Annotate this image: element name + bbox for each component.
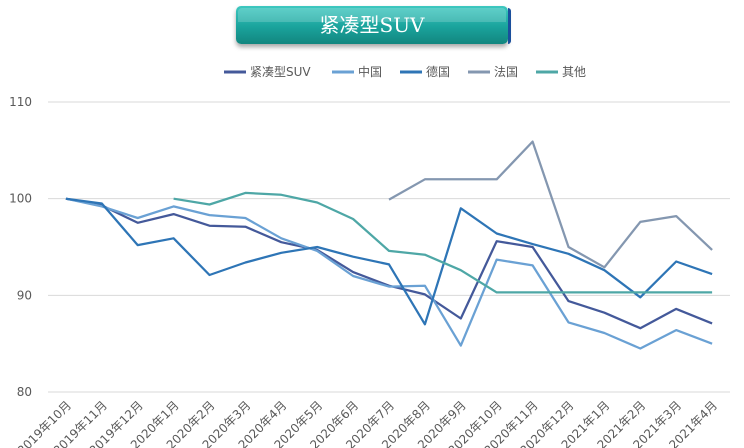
legend-item: 法国 [468, 65, 518, 79]
legend-item: 其他 [536, 65, 586, 79]
x-axis-ticks: 2019年10月2019年11月2019年12月2020年1月2020年2月20… [15, 398, 720, 448]
y-tick-label: 80 [17, 385, 32, 399]
series-line-1 [65, 197, 713, 350]
y-tick-label: 90 [17, 288, 32, 302]
legend-label: 中国 [358, 64, 382, 79]
series-line-2 [65, 197, 713, 326]
y-tick-label: 100 [9, 192, 32, 206]
chart-title: 紧凑型SUV [236, 6, 511, 44]
y-tick-label: 110 [9, 95, 32, 109]
series-lines [65, 140, 713, 350]
series-line-4 [173, 191, 713, 294]
legend-label: 其他 [562, 65, 586, 79]
series-line-3 [388, 140, 713, 269]
legend-label: 德国 [426, 64, 450, 79]
legend-item: 紧凑型SUV [224, 65, 311, 79]
gridlines [48, 101, 730, 393]
legend-label: 紧凑型SUV [250, 65, 311, 79]
legend-item: 德国 [400, 64, 450, 79]
legend-label: 法国 [494, 65, 518, 79]
legend: 紧凑型SUV 中国 德国 法国 其他 [224, 64, 586, 79]
y-axis-ticks: 80 90 100 110 [9, 95, 32, 399]
legend-item: 中国 [332, 64, 382, 79]
